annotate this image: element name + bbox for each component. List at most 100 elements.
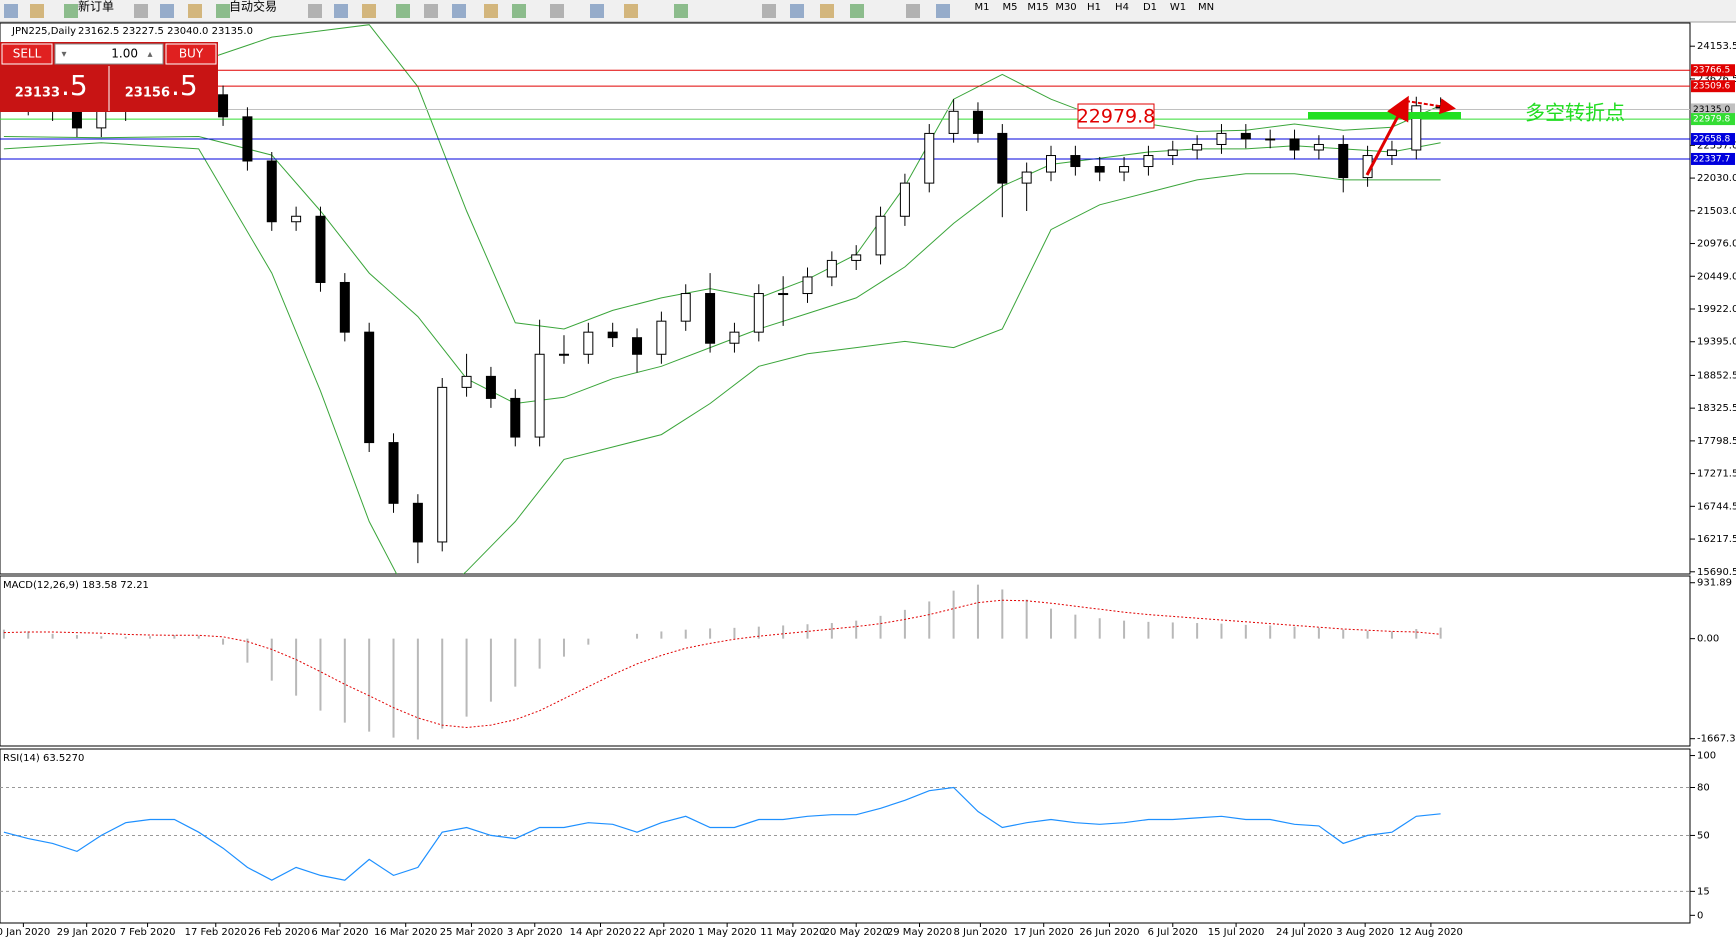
candle-body [388, 442, 399, 504]
x-tick-label: 6 Mar 2020 [311, 927, 368, 938]
timeframe[interactable]: M30 [1055, 2, 1076, 13]
toolbar-icon[interactable] [452, 4, 466, 18]
candle-body [1192, 143, 1203, 151]
buy-button[interactable] [165, 43, 217, 65]
candle-body [1411, 105, 1422, 151]
rsi-plot [0, 786, 1690, 892]
y-tick-label: 100 [1697, 751, 1716, 762]
rsi-line [3, 786, 1441, 881]
macd-signal [3, 599, 1441, 729]
sell-button[interactable] [1, 43, 53, 65]
sell-label[interactable]: SELL [13, 47, 42, 61]
candle-body [607, 331, 618, 339]
toolbar-icon[interactable] [396, 4, 410, 18]
x-tick-label: 16 Mar 2020 [374, 927, 437, 938]
y-tick-label: 19395.0 [1697, 337, 1736, 348]
toolbar-icon[interactable] [308, 4, 322, 18]
toolbar-icon[interactable] [484, 4, 498, 18]
toolbar-icon[interactable] [936, 4, 950, 18]
toolbar-icon[interactable] [820, 4, 834, 18]
candle-body [1046, 155, 1057, 173]
level-tag [1691, 80, 1735, 93]
toolbar-icon[interactable] [188, 4, 202, 18]
rsi-title: RSI(14) 63.5270 [3, 753, 84, 764]
toolbar-icon[interactable] [850, 4, 864, 18]
candle-body [510, 397, 521, 438]
sell-pips[interactable]: .5 [61, 69, 88, 102]
level-label: 23509.6 [1693, 82, 1730, 92]
timeframe[interactable]: H1 [1087, 2, 1101, 13]
toolbar-icon[interactable] [762, 4, 776, 18]
toolbar-icon[interactable] [906, 4, 920, 18]
timeframe[interactable]: MN [1198, 2, 1214, 13]
y-tick-label: 17798.5 [1697, 436, 1736, 447]
candle-body [339, 281, 350, 333]
buy-label[interactable]: BUY [179, 47, 204, 61]
toolbar-icon[interactable] [674, 4, 688, 18]
candle-body [705, 293, 716, 344]
candle-body [948, 110, 959, 134]
band-lower [3, 142, 1441, 574]
toolbar-icon[interactable] [334, 4, 348, 18]
trend-arrow [1365, 95, 1409, 176]
timeframe[interactable]: M5 [1003, 2, 1018, 13]
toolbar-icon[interactable] [216, 4, 230, 18]
ohlc-header: 23162.5 23227.5 23040.0 23135.0 [78, 26, 253, 37]
toolbar-icon[interactable] [362, 4, 376, 18]
candle-body [1313, 143, 1324, 151]
candle-body [997, 132, 1008, 184]
candle-body [1094, 166, 1105, 173]
y-tick-label: 22030.0 [1697, 173, 1736, 184]
x-tick-label: 25 Mar 2020 [440, 927, 503, 938]
x-tick-label: 3 Aug 2020 [1336, 927, 1394, 938]
x-tick-label: 22 Apr 2020 [633, 927, 695, 938]
y-tick-label: 18325.5 [1697, 403, 1736, 414]
volume-field[interactable] [54, 43, 164, 65]
y-tick-label: 21503.0 [1697, 206, 1736, 217]
toolbar-icon[interactable] [424, 4, 438, 18]
toolbar-button[interactable]: 新订单 [78, 0, 114, 14]
candle-body [656, 320, 667, 355]
toolbar-icon[interactable] [4, 4, 18, 18]
volume-down[interactable]: ▾ [61, 49, 66, 60]
x-tick-label: 17 Jun 2020 [1014, 927, 1074, 938]
toolbar-icon[interactable] [134, 4, 148, 18]
timeframe[interactable]: M15 [1027, 2, 1048, 13]
x-tick-label: 17 Feb 2020 [185, 927, 247, 938]
level-tag [1691, 64, 1735, 77]
toolbar-icon[interactable] [30, 4, 44, 18]
toolbar-icon[interactable] [512, 4, 526, 18]
buy-price[interactable]: 23156 [125, 86, 170, 101]
toolbar-button[interactable]: 自动交易 [229, 0, 277, 14]
candle-body [315, 215, 326, 283]
candle-body [1240, 132, 1251, 140]
volume-value[interactable]: 1.00 [111, 47, 138, 61]
x-tick-label: 6 Jul 2020 [1148, 927, 1198, 938]
timeframe[interactable]: D1 [1143, 2, 1157, 13]
turning-bar [1308, 112, 1461, 119]
timeframe[interactable]: W1 [1170, 2, 1186, 13]
candle-body [851, 254, 862, 261]
timeframe[interactable]: H4 [1115, 2, 1129, 13]
candle-body [1289, 138, 1300, 151]
candle-body [680, 293, 691, 322]
toolbar-icon[interactable] [590, 4, 604, 18]
timeframe[interactable]: M1 [975, 2, 990, 13]
candle-body [1338, 143, 1349, 179]
y-tick-label: 50 [1697, 830, 1710, 841]
toolbar-icon[interactable] [160, 4, 174, 18]
candle-body [534, 353, 545, 438]
toolbar-icon[interactable] [550, 4, 564, 18]
level-label: 22337.7 [1693, 154, 1730, 164]
toolbar-icon[interactable] [64, 4, 78, 18]
candle-body [778, 293, 789, 296]
sell-price[interactable]: 23133 [15, 86, 60, 101]
candle-body [1143, 155, 1154, 168]
candle-body [632, 337, 643, 355]
y-tick-label: 931.89 [1697, 578, 1732, 589]
buy-pips[interactable]: .5 [171, 69, 198, 102]
toolbar-icon[interactable] [624, 4, 638, 18]
toolbar-icon[interactable] [790, 4, 804, 18]
volume-up[interactable]: ▴ [147, 49, 152, 60]
